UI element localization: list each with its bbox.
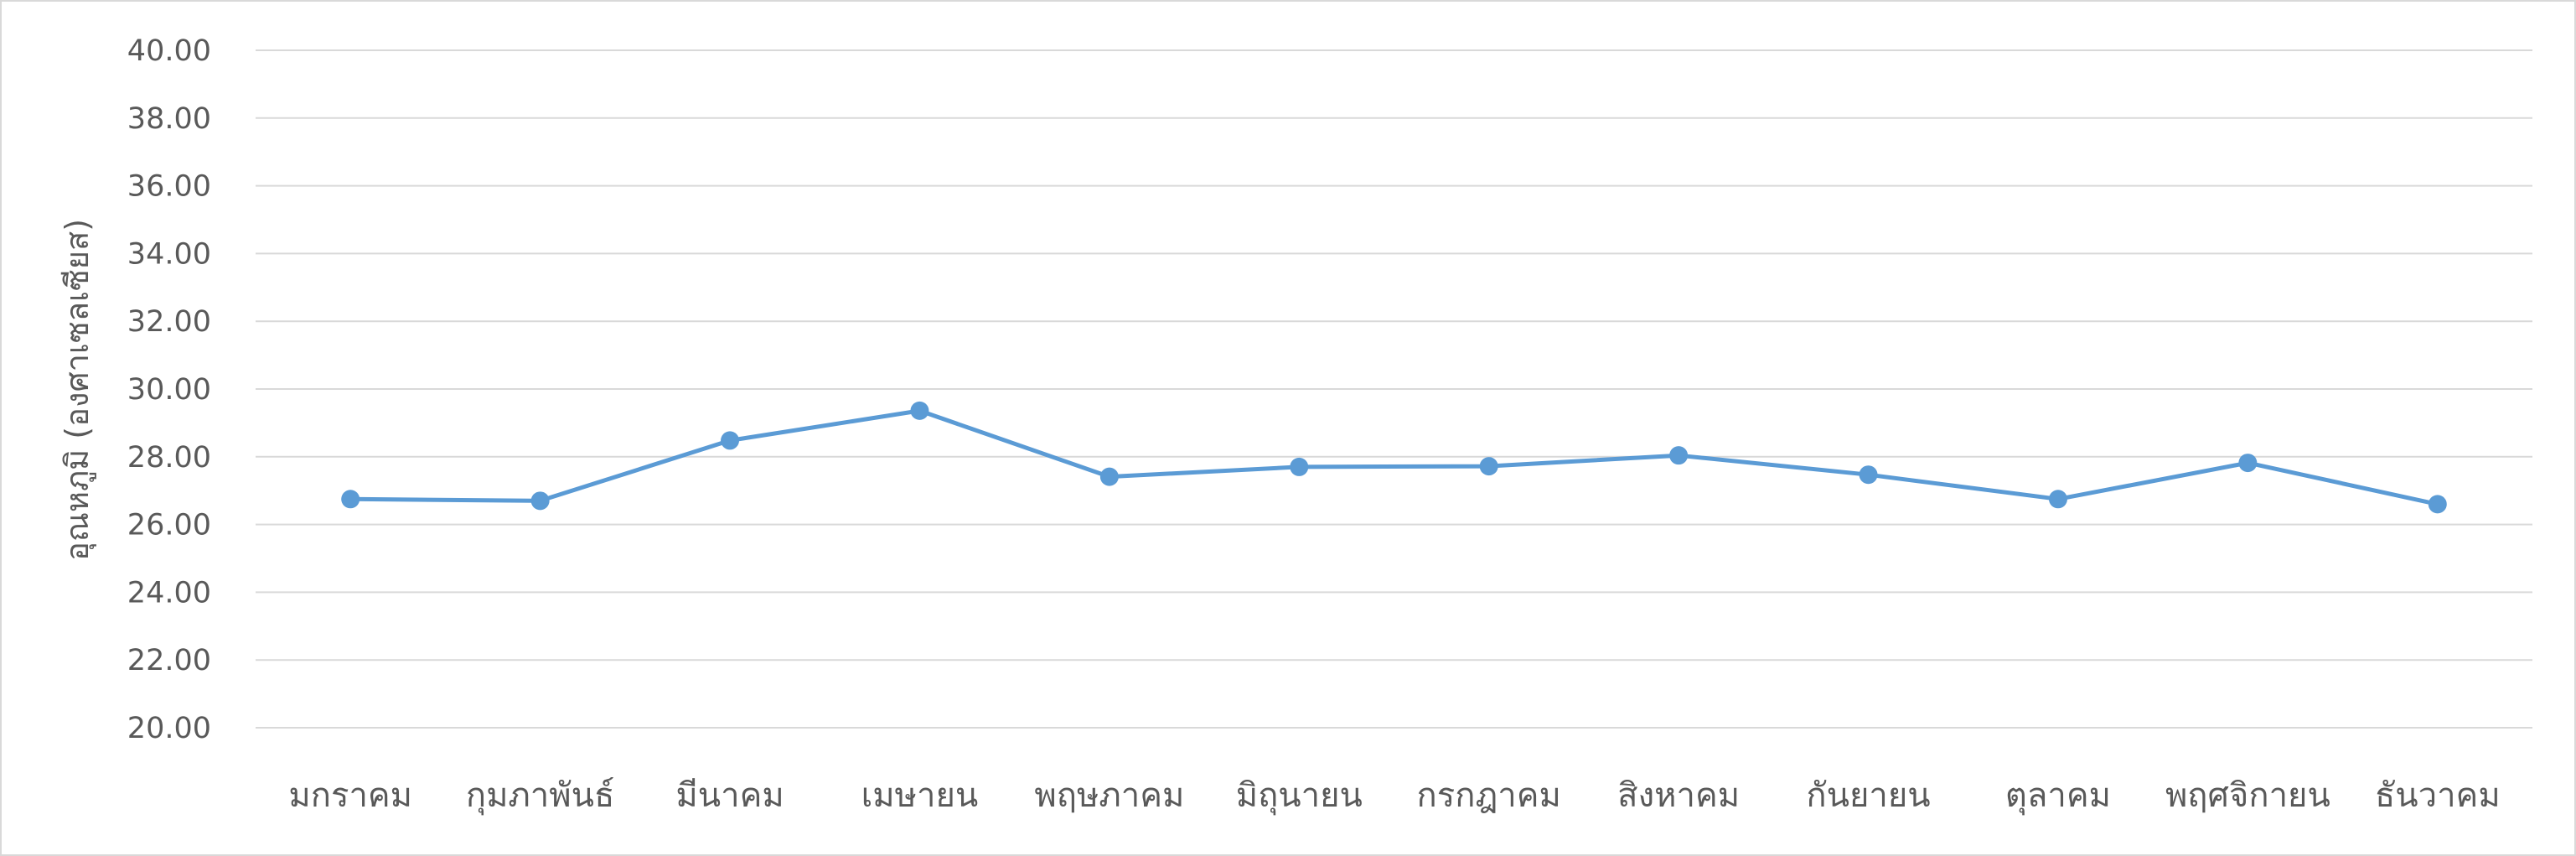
x-axis-category-labels: มกราคม กุมภาพันธ์ มีนาคม เมษายน พฤษภาคม มิถุน…	[288, 776, 2500, 816]
data-point-marker	[2048, 490, 2067, 509]
gridlines	[256, 49, 2532, 729]
y-tick-label: 32.00	[127, 305, 211, 339]
x-category-label: ตุลาคม	[2005, 776, 2111, 816]
y-tick-label: 34.00	[127, 237, 211, 271]
data-point-marker	[341, 490, 360, 509]
data-point-marker	[530, 491, 550, 511]
x-category-label: กรกฎาคม	[1417, 776, 1561, 815]
x-category-label: กันยายน	[1806, 776, 1930, 815]
series-line	[350, 408, 2439, 506]
x-category-label: สิงหาคม	[1617, 776, 1740, 815]
y-tick-label: 20.00	[127, 712, 211, 745]
x-category-label: เมษายน	[861, 776, 979, 815]
y-tick-label: 24.00	[127, 576, 211, 610]
y-tick-label: 40.00	[127, 34, 211, 68]
y-axis-title: อุณหภูมิ (องศาเซลเซียส)	[59, 219, 96, 561]
x-category-label: พฤศจิกายน	[2165, 776, 2330, 815]
y-tick-label: 38.00	[127, 102, 211, 136]
x-category-label: พฤษภาคม	[1034, 776, 1184, 815]
x-category-label: กุมภาพันธ์	[466, 776, 615, 816]
data-point-marker	[721, 431, 740, 450]
x-category-label: ธันวาคม	[2375, 776, 2501, 815]
data-point-marker	[2428, 495, 2447, 514]
x-category-label: มีนาคม	[675, 776, 784, 815]
data-point-marker	[1099, 467, 1119, 486]
series-layer	[350, 408, 2439, 506]
y-tick-label: 22.00	[127, 644, 211, 677]
x-category-label: มกราคม	[288, 776, 412, 815]
data-point-marker	[1290, 457, 1309, 476]
data-point-marker	[1859, 465, 1878, 485]
y-tick-label: 26.00	[127, 509, 211, 542]
data-point-marker	[1479, 457, 1498, 476]
y-tick-label: 28.00	[127, 441, 211, 475]
marker-layer	[341, 401, 2447, 514]
data-point-marker	[910, 401, 929, 420]
y-tick-label: 30.00	[127, 373, 211, 407]
y-tick-label: 36.00	[127, 170, 211, 204]
data-point-marker	[2238, 454, 2258, 473]
y-axis-tick-labels: 20.00 22.00 24.00 26.00 28.00 30.00 32.00 34.00…	[127, 34, 211, 745]
x-category-label: มิถุนายน	[1236, 776, 1363, 816]
data-point-marker	[1669, 446, 1689, 465]
